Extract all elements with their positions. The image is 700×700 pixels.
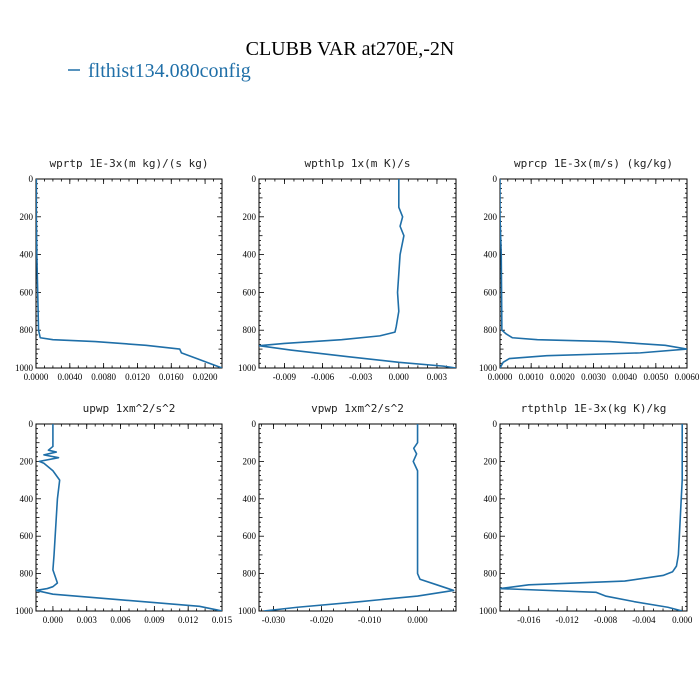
series-line-rtpthlp: [500, 424, 684, 611]
x-tick-label-wpthlp: 0.000: [389, 372, 410, 382]
y-tick-label-rtpthlp: 0: [493, 419, 498, 429]
x-tick-label-wprcp: 0.0000: [488, 372, 513, 382]
series-line-vpwp: [263, 424, 455, 611]
y-tick-label-wpthlp: 800: [243, 325, 257, 335]
x-tick-label-upwp: 0.000: [43, 615, 64, 625]
x-tick-label-rtpthlp: -0.012: [556, 615, 579, 625]
y-tick-label-rtpthlp: 800: [484, 569, 498, 579]
panel-title-vpwp: vpwp 1xm^2/s^2: [311, 402, 404, 415]
y-tick-label-wprcp: 600: [484, 287, 498, 297]
legend-label: flthist134.080config: [88, 60, 251, 82]
x-tick-label-vpwp: -0.020: [310, 615, 334, 625]
x-tick-label-upwp: 0.009: [144, 615, 165, 625]
x-tick-label-wpthlp: -0.003: [349, 372, 373, 382]
panel-title-wpthlp: wpthlp 1x(m K)/s: [305, 157, 411, 170]
y-tick-label-upwp: 800: [20, 569, 34, 579]
y-tick-label-upwp: 600: [20, 531, 34, 541]
y-tick-label-upwp: 400: [20, 494, 34, 504]
y-tick-label-wprcp: 1000: [479, 363, 498, 373]
y-tick-label-vpwp: 600: [243, 531, 257, 541]
x-tick-label-wprtp: 0.0080: [91, 372, 116, 382]
y-tick-label-upwp: 1000: [15, 606, 34, 616]
y-tick-label-rtpthlp: 400: [484, 494, 498, 504]
x-tick-label-wprcp: 0.0060: [675, 372, 700, 382]
series-line-wpthlp: [259, 179, 456, 368]
panel-title-rtpthlp: rtpthlp 1E-3x(kg K)/kg: [521, 402, 667, 415]
x-tick-label-rtpthlp: -0.004: [632, 615, 656, 625]
x-tick-label-wprtp: 0.0000: [24, 372, 49, 382]
y-tick-label-wpthlp: 200: [243, 212, 257, 222]
y-tick-label-vpwp: 200: [243, 456, 257, 466]
panel-wpthlp: wpthlp 1x(m K)/s 0 200 400 600 800 1000 -0.009 -…: [238, 157, 457, 382]
y-tick-label-vpwp: 1000: [238, 606, 257, 616]
y-tick-label-rtpthlp: 600: [484, 531, 498, 541]
x-tick-label-wpthlp: 0.003: [427, 372, 448, 382]
y-tick-label-vpwp: 0: [252, 419, 257, 429]
plot-frame-vpwp: [258, 423, 457, 612]
y-tick-label-wprcp: 200: [484, 212, 498, 222]
figure-title: CLUBB VAR at270E,-2N: [246, 38, 455, 60]
x-tick-label-wprcp: 0.0010: [519, 372, 544, 382]
y-tick-label-wprtp: 800: [20, 325, 34, 335]
x-tick-label-wprcp: 0.0040: [612, 372, 637, 382]
y-tick-label-upwp: 200: [20, 456, 34, 466]
x-tick-label-wprtp: 0.0040: [57, 372, 82, 382]
panel-title-wprcp: wprcp 1E-3x(m/s) (kg/kg): [514, 157, 673, 170]
series-line-wprtp: [36, 179, 222, 368]
panel-title-upwp: upwp 1xm^2/s^2: [83, 402, 176, 415]
x-tick-label-vpwp: 0.000: [407, 615, 428, 625]
x-tick-label-rtpthlp: -0.016: [517, 615, 541, 625]
panel-wprcp: wprcp 1E-3x(m/s) (kg/kg) 0 200 400 600 800 100…: [479, 157, 700, 382]
y-tick-label-wpthlp: 600: [243, 287, 257, 297]
x-tick-label-wprtp: 0.0160: [159, 372, 184, 382]
y-tick-label-upwp: 0: [29, 419, 34, 429]
y-tick-label-wpthlp: 0: [252, 174, 257, 184]
legend: flthist134.080config: [68, 60, 251, 82]
plot-frame-upwp: [35, 423, 223, 612]
y-tick-label-wprcp: 800: [484, 325, 498, 335]
x-tick-label-wprcp: 0.0030: [581, 372, 606, 382]
x-tick-label-wprcp: 0.0050: [643, 372, 668, 382]
y-tick-label-wprtp: 400: [20, 250, 34, 260]
plot-frame-wpthlp: [258, 178, 457, 369]
panel-rtpthlp: rtpthlp 1E-3x(kg K)/kg 0 200 400 600 800 1000 -…: [479, 402, 693, 625]
x-tick-label-upwp: 0.012: [178, 615, 198, 625]
y-tick-label-vpwp: 400: [243, 494, 257, 504]
x-tick-label-vpwp: -0.010: [358, 615, 382, 625]
y-tick-label-wprtp: 1000: [15, 363, 34, 373]
panel-upwp: upwp 1xm^2/s^2 0 200 400 600 800 1000 0.000 0.00…: [15, 402, 233, 625]
y-tick-label-wprtp: 0: [29, 174, 34, 184]
x-tick-label-rtpthlp: -0.008: [594, 615, 618, 625]
y-tick-label-vpwp: 800: [243, 569, 257, 579]
x-tick-label-wprcp: 0.0020: [550, 372, 575, 382]
series-line-upwp: [36, 424, 222, 611]
y-tick-label-rtpthlp: 1000: [479, 606, 498, 616]
y-tick-label-rtpthlp: 200: [484, 456, 498, 466]
x-tick-label-wprtp: 0.0120: [125, 372, 150, 382]
x-tick-label-rtpthlp: 0.000: [672, 615, 693, 625]
x-tick-label-wpthlp: -0.009: [273, 372, 297, 382]
panel-grid: wprtp 1E-3x(m kg)/(s kg) 0 200 400 600 800 100…: [15, 157, 700, 625]
x-tick-label-upwp: 0.006: [110, 615, 131, 625]
panel-vpwp: vpwp 1xm^2/s^2 0 200 400 600 800 1000 -0.030 -0.…: [238, 402, 457, 625]
x-tick-label-wprtp: 0.0200: [193, 372, 218, 382]
x-tick-label-wpthlp: -0.006: [311, 372, 335, 382]
y-tick-label-wprcp: 0: [493, 174, 498, 184]
x-tick-label-upwp: 0.015: [212, 615, 233, 625]
y-tick-label-wprtp: 200: [20, 212, 34, 222]
series-line-wprcp: [500, 179, 687, 368]
panel-wprtp: wprtp 1E-3x(m kg)/(s kg) 0 200 400 600 800 100…: [15, 157, 223, 382]
y-tick-label-wprcp: 400: [484, 250, 498, 260]
x-tick-label-vpwp: -0.030: [262, 615, 286, 625]
y-tick-label-wpthlp: 1000: [238, 363, 257, 373]
panel-title-wprtp: wprtp 1E-3x(m kg)/(s kg): [50, 157, 209, 170]
y-tick-label-wpthlp: 400: [243, 250, 257, 260]
x-tick-label-upwp: 0.003: [77, 615, 98, 625]
y-tick-label-wprtp: 600: [20, 287, 34, 297]
